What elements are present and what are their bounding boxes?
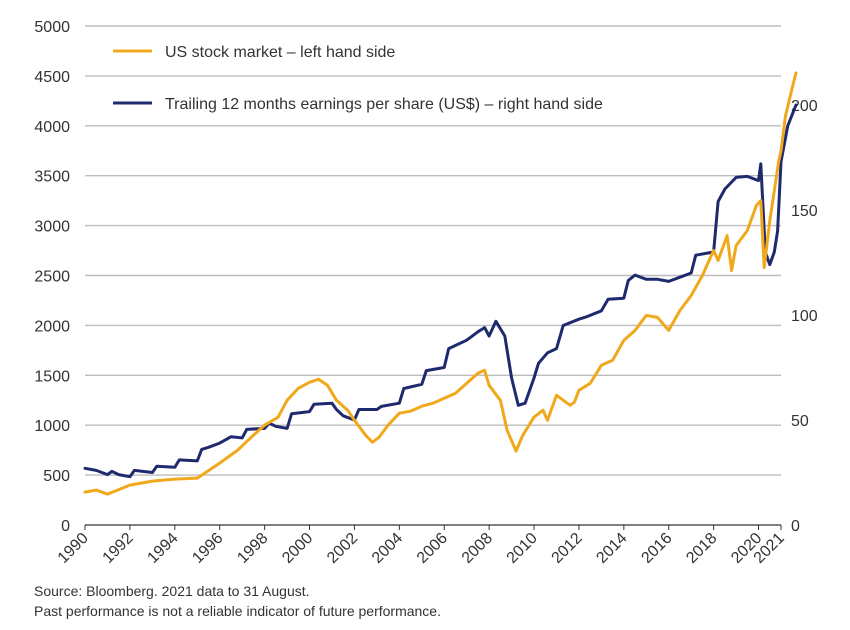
right-tick-label: 150: [791, 203, 818, 220]
right-tick-label: 50: [791, 413, 809, 430]
x-tick-label: 2008: [459, 530, 496, 567]
left-tick-label: 4500: [34, 69, 70, 86]
x-tick-label: 2004: [369, 530, 406, 567]
x-tick-label: 2010: [504, 530, 541, 567]
left-tick-label: 1000: [34, 418, 70, 435]
x-axis-ticks: 1990 1992 1994 1996 1998 2000 2002 2004 2006 2008…: [55, 525, 788, 567]
right-axis-ticks: 0 50 100 150 200: [791, 98, 818, 535]
legend-label-stock: US stock market – left hand side: [165, 44, 395, 61]
left-tick-label: 1500: [34, 368, 70, 385]
left-tick-label: 5000: [34, 19, 70, 36]
left-tick-label: 0: [61, 518, 70, 535]
left-tick-label: 2000: [34, 318, 70, 335]
x-tick-label: 1994: [144, 530, 181, 567]
left-tick-label: 3000: [34, 219, 70, 236]
stock-market-line: [83, 71, 798, 496]
left-tick-label: 3500: [34, 169, 70, 186]
gridlines: [85, 25, 781, 476]
x-tick-label: 1990: [55, 530, 92, 567]
x-tick-label: 1996: [189, 530, 226, 567]
left-tick-label: 2500: [34, 269, 70, 286]
x-tick-label: 2018: [683, 530, 720, 567]
left-tick-label: 500: [43, 468, 70, 485]
x-tick-label: 2014: [593, 530, 630, 567]
x-tick-label: 2002: [324, 530, 361, 567]
source-note: Source: Bloomberg. 2021 data to 31 Augus…: [34, 583, 310, 599]
right-tick-label: 200: [791, 98, 818, 115]
x-tick-label: 1992: [100, 530, 137, 567]
right-tick-label: 0: [791, 518, 800, 535]
right-tick-label: 100: [791, 308, 818, 325]
chart: 0500100015002000250030003500400045005000…: [34, 19, 818, 567]
x-tick-label: 1998: [234, 530, 271, 567]
eps-line: [83, 103, 798, 479]
x-tick-label: 2000: [279, 530, 316, 567]
x-tick-label: 2012: [549, 530, 586, 567]
left-tick-label: 4000: [34, 119, 70, 136]
disclaimer-note: Past performance is not a reliable indic…: [34, 603, 441, 619]
legend-label-eps: Trailing 12 months earnings per share (U…: [165, 96, 603, 113]
left-axis-ticks: 0 500 1000 1500 2000 2500 3000 3500 4000 4500 5000: [34, 19, 70, 535]
series-layer: [83, 71, 798, 496]
x-tick-label: 2016: [638, 530, 675, 567]
x-tick-label: 2006: [414, 530, 451, 567]
legend: US stock market – left hand side Trailin…: [113, 44, 603, 113]
